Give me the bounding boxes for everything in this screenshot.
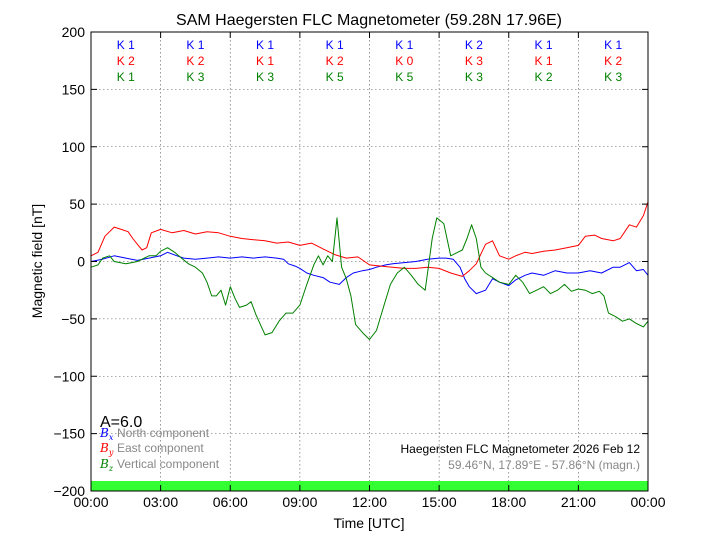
series-line-y (90, 201, 649, 277)
a-index-label: A=6.0 (100, 414, 142, 431)
x-tick-label: 00:00 (630, 494, 665, 510)
k-index-bx: K 1 (186, 38, 204, 52)
k-index-bz: K 5 (395, 70, 413, 84)
x-tick-label: 00:00 (73, 494, 108, 510)
y-tick-label: 0 (77, 254, 85, 270)
k-index-by: K 0 (395, 54, 413, 68)
k-index-bz: K 1 (117, 70, 135, 84)
x-tick-label: 09:00 (282, 494, 317, 510)
k-index-by: K 1 (535, 54, 553, 68)
k-index-bx: K 2 (465, 38, 483, 52)
x-tick-label: 12:00 (352, 494, 387, 510)
y-tick-label: −50 (61, 311, 85, 327)
k-index-by: K 2 (604, 54, 622, 68)
x-tick-label: 03:00 (143, 494, 178, 510)
k-index-by: K 1 (256, 54, 274, 68)
legend: Bx North component By East component Bz … (99, 426, 220, 473)
k-index-bz: K 3 (604, 70, 622, 84)
info-title: Haegersten FLC Magnetometer 2026 Feb 12 (401, 442, 641, 456)
k-index-bz: K 2 (535, 70, 553, 84)
k-index-by: K 3 (465, 54, 483, 68)
legend-symbol-bz: Bz (99, 457, 114, 473)
series-line-z (90, 217, 649, 340)
k-index-bx: K 1 (395, 38, 413, 52)
y-tick-label: −100 (53, 368, 85, 384)
chart-title: SAM Haegersten FLC Magnetometer (59.28N … (176, 12, 562, 29)
legend-label-east: East component (117, 441, 204, 455)
k-index-bx: K 1 (326, 38, 344, 52)
k-index-bx: K 1 (604, 38, 622, 52)
y-tick-label: 200 (62, 24, 86, 40)
k-index-bz: K 3 (465, 70, 483, 84)
k-index-bz: K 5 (326, 70, 344, 84)
series-line-x (90, 251, 649, 295)
k-index-bx: K 1 (256, 38, 274, 52)
data-series (90, 201, 649, 340)
k-index-bz: K 3 (186, 70, 204, 84)
y-tick-label: 50 (69, 196, 85, 212)
y-tick-label: 100 (62, 139, 86, 155)
info-coordinates: 59.46°N, 17.89°E - 57.86°N (magn.) (448, 458, 640, 472)
k-index-bx: K 1 (117, 38, 135, 52)
x-tick-label: 18:00 (491, 494, 526, 510)
x-tick-label: 15:00 (422, 494, 457, 510)
legend-label-north: North component (117, 426, 210, 440)
k-index-by: K 2 (326, 54, 344, 68)
k-index-labels: K 1 K 1 K 1 K 1 K 1 K 2 K 1 K 1 K 2 K 2 K 1 K 2 K 0 K… (117, 38, 623, 84)
y-tick-label: −150 (53, 426, 85, 442)
grid-lines (91, 32, 648, 491)
axis-ticks: 00:00 03:00 06:00 09:00 12:00 15:00 18:00 21:00… (53, 24, 665, 510)
k-index-bx: K 1 (535, 38, 553, 52)
x-tick-label: 21:00 (561, 494, 596, 510)
k-index-bz: K 3 (256, 70, 274, 84)
y-tick-label: 150 (62, 81, 86, 97)
legend-label-vertical: Vertical component (117, 457, 220, 471)
legend-symbol-by: By (99, 441, 114, 457)
x-axis-label: Time [UTC] (333, 515, 404, 531)
y-axis-label: Magnetic field [nT] (29, 204, 45, 318)
k-index-by: K 2 (117, 54, 135, 68)
y-tick-label: −200 (53, 483, 85, 499)
x-tick-label: 06:00 (213, 494, 248, 510)
legend-symbol-bx: Bx (99, 426, 114, 442)
k-index-by: K 2 (186, 54, 204, 68)
